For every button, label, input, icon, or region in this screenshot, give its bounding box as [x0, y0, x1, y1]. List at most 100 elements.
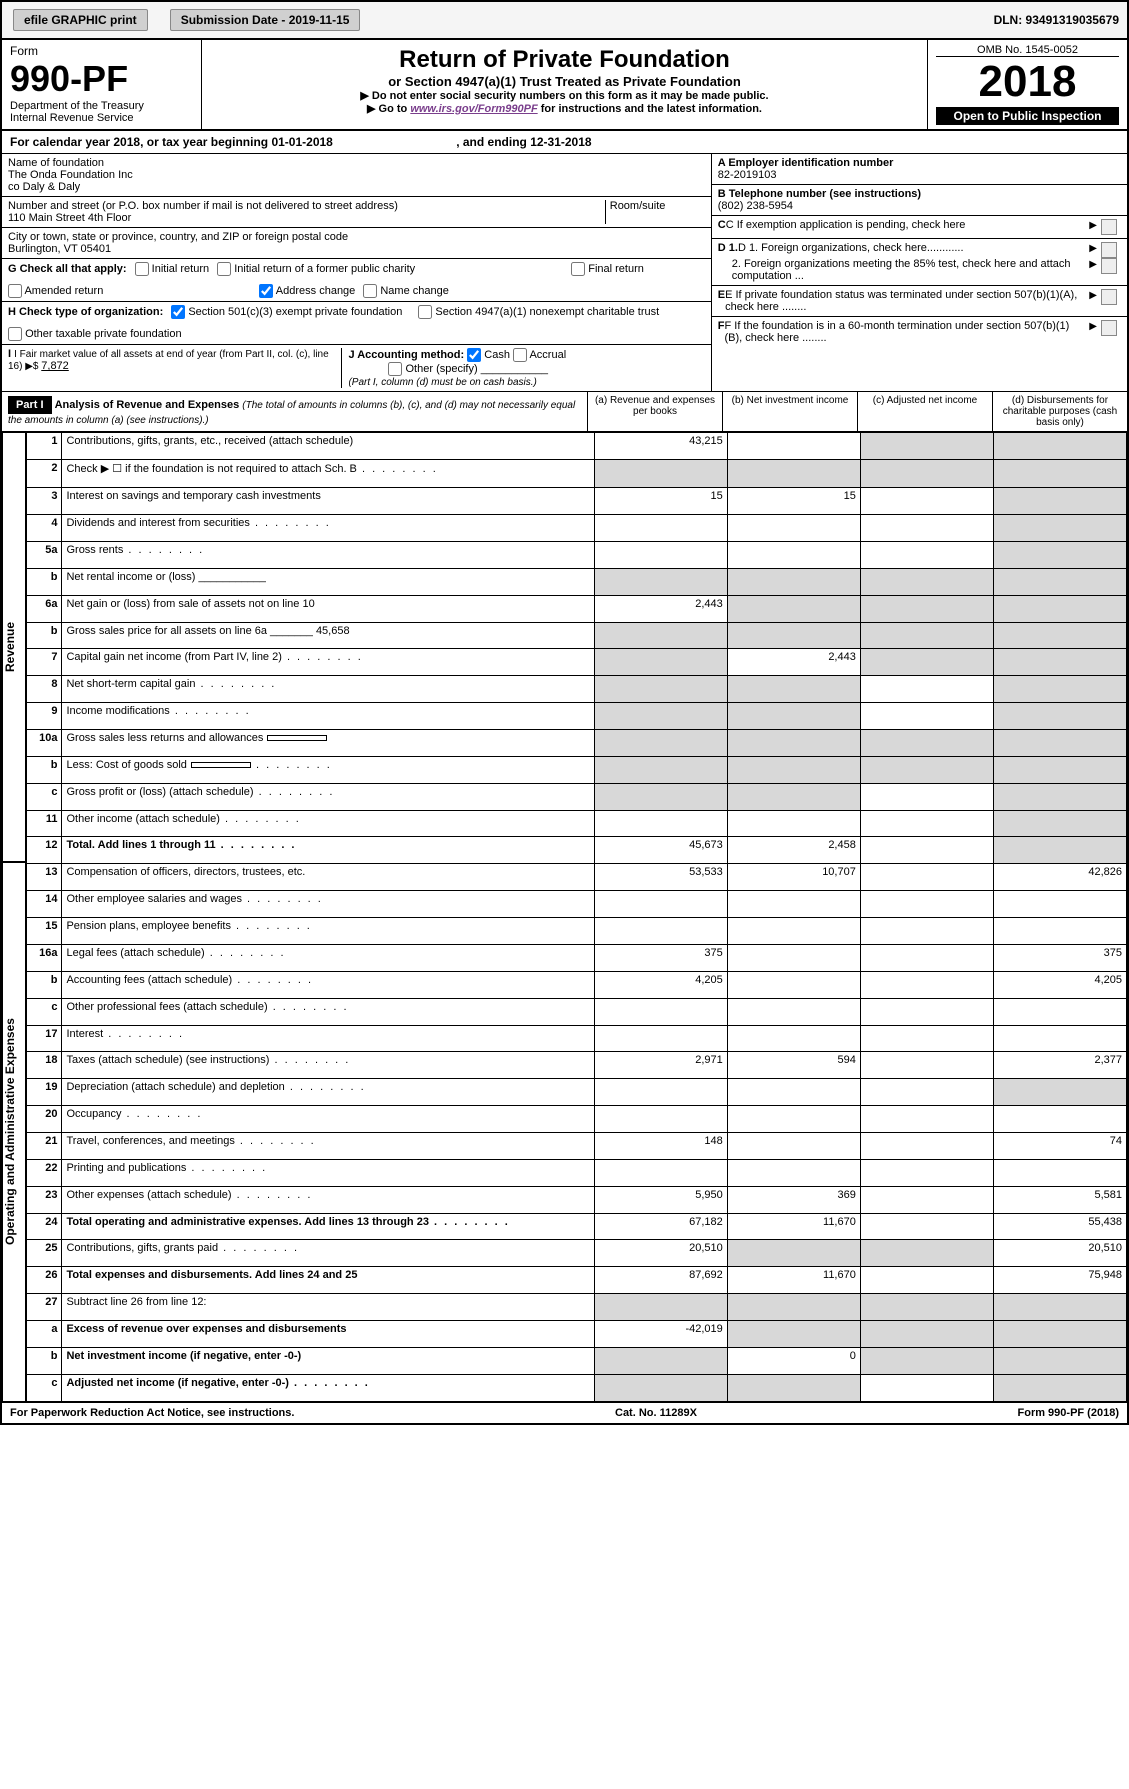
value-cell [860, 568, 993, 595]
value-cell [594, 998, 727, 1025]
checkbox-accrual[interactable] [513, 348, 527, 362]
value-cell [727, 810, 860, 837]
value-cell [860, 459, 993, 487]
identification-block: Name of foundation The Onda Foundation I… [2, 154, 1127, 392]
value-cell [860, 542, 993, 569]
ein-label: A Employer identification number [718, 157, 1121, 169]
value-cell [860, 1159, 993, 1186]
checkbox-initial-former-charity[interactable] [217, 262, 231, 276]
value-cell [860, 837, 993, 864]
checkbox-foreign-85[interactable] [1101, 258, 1117, 274]
submission-date-button[interactable]: Submission Date - 2019-11-15 [170, 9, 361, 31]
value-cell [860, 810, 993, 837]
value-cell: 53,533 [594, 864, 727, 891]
table-row: 6aNet gain or (loss) from sale of assets… [27, 595, 1127, 622]
value-cell [727, 1106, 860, 1133]
value-cell [860, 1213, 993, 1240]
line-number: 26 [27, 1267, 62, 1294]
line-description: Net gain or (loss) from sale of assets n… [62, 595, 594, 622]
value-cell [727, 756, 860, 783]
line-number: 11 [27, 810, 62, 837]
checkbox-initial-return[interactable] [135, 262, 149, 276]
checkbox-foreign-org[interactable] [1101, 242, 1117, 258]
value-cell [860, 730, 993, 757]
value-cell [860, 1186, 993, 1213]
top-bar: efile GRAPHIC print Submission Date - 20… [2, 2, 1127, 40]
checkbox-501c3[interactable] [171, 305, 185, 319]
checkbox-final-return[interactable] [571, 262, 585, 276]
value-cell [727, 676, 860, 703]
exemption-pending-label: C If exemption application is pending, c… [726, 219, 1086, 235]
value-cell: 2,443 [594, 595, 727, 622]
goto-line: ▶ Go to www.irs.gov/Form990PF for instru… [208, 102, 921, 115]
efile-print-button[interactable]: efile GRAPHIC print [13, 9, 148, 31]
line-number: b [27, 1347, 62, 1374]
line-description: Pension plans, employee benefits [62, 918, 594, 945]
value-cell [594, 1025, 727, 1052]
value-cell [860, 1294, 993, 1321]
table-row: 17Interest [27, 1025, 1127, 1052]
checkbox-name-change[interactable] [363, 284, 377, 298]
section-h: H Check type of organization: Section 50… [2, 302, 711, 345]
foundation-name: The Onda Foundation Inc [8, 169, 705, 181]
value-cell [594, 1374, 727, 1401]
value-cell [594, 891, 727, 918]
checkbox-address-change[interactable] [259, 284, 273, 298]
line-description: Interest on savings and temporary cash i… [62, 488, 594, 515]
value-cell [727, 1374, 860, 1401]
value-cell [594, 459, 727, 487]
line-description: Gross sales less returns and allowances [62, 730, 594, 757]
irs-link[interactable]: www.irs.gov/Form990PF [410, 103, 537, 115]
checkbox-amended-return[interactable] [8, 284, 22, 298]
table-row: 8Net short-term capital gain [27, 676, 1127, 703]
checkbox-terminated[interactable] [1101, 289, 1117, 305]
checkbox-other-taxable[interactable] [8, 327, 22, 341]
value-cell [993, 756, 1126, 783]
checkbox-cash[interactable] [467, 348, 481, 362]
value-cell [594, 1079, 727, 1106]
value-cell: 67,182 [594, 1213, 727, 1240]
value-cell [594, 515, 727, 542]
table-row: 22Printing and publications [27, 1159, 1127, 1186]
value-cell: 2,971 [594, 1052, 727, 1079]
value-cell [993, 1374, 1126, 1401]
checkbox-60month[interactable] [1101, 320, 1117, 336]
table-row: 26Total expenses and disbursements. Add … [27, 1267, 1127, 1294]
line-number: 25 [27, 1240, 62, 1267]
value-cell [594, 810, 727, 837]
table-row: 9Income modifications [27, 703, 1127, 730]
ssn-warning: ▶ Do not enter social security numbers o… [208, 89, 921, 102]
checkbox-other-method[interactable] [388, 362, 402, 376]
value-cell [727, 568, 860, 595]
value-cell: 11,670 [727, 1267, 860, 1294]
irs-label: Internal Revenue Service [10, 112, 193, 124]
value-cell [727, 918, 860, 945]
value-cell [860, 971, 993, 998]
expenses-section-label: Operating and Administrative Expenses [2, 862, 26, 1402]
value-cell [993, 918, 1126, 945]
value-cell [860, 433, 993, 460]
line-number: 2 [27, 459, 62, 487]
value-cell: 369 [727, 1186, 860, 1213]
value-cell [727, 971, 860, 998]
section-g: G Check all that apply: Initial return I… [2, 259, 711, 302]
value-cell [860, 595, 993, 622]
value-cell [993, 837, 1126, 864]
table-row: 23Other expenses (attach schedule)5,9503… [27, 1186, 1127, 1213]
value-cell [860, 1320, 993, 1347]
telephone-label: B Telephone number (see instructions) [718, 188, 1121, 200]
value-cell: 375 [594, 944, 727, 971]
checkbox-4947a1[interactable] [418, 305, 432, 319]
value-cell [594, 676, 727, 703]
section-i-j: I I Fair market value of all assets at e… [2, 345, 711, 391]
value-cell: 74 [993, 1132, 1126, 1159]
foundation-co: co Daly & Daly [8, 181, 705, 193]
value-cell [860, 1267, 993, 1294]
value-cell [594, 1159, 727, 1186]
table-row: 1Contributions, gifts, grants, etc., rec… [27, 433, 1127, 460]
checkbox-exemption-pending[interactable] [1101, 219, 1117, 235]
line-description: Net investment income (if negative, ente… [62, 1347, 594, 1374]
part-i-tag: Part I [8, 396, 52, 414]
line-description: Excess of revenue over expenses and disb… [62, 1320, 594, 1347]
value-cell [594, 756, 727, 783]
